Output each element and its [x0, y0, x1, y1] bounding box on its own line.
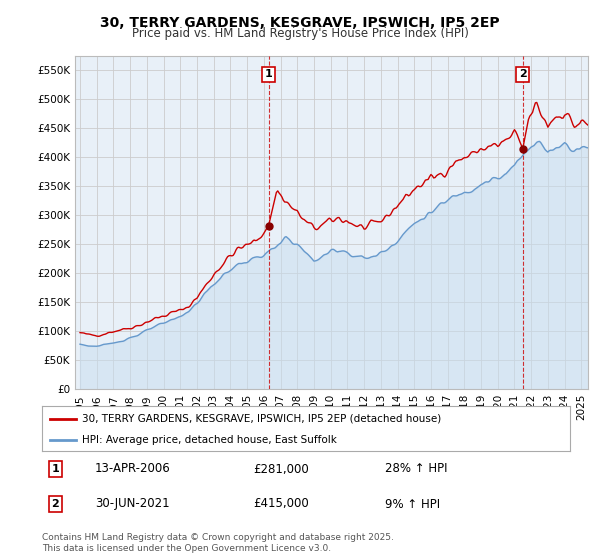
Text: 1: 1 [265, 69, 272, 80]
Text: £281,000: £281,000 [253, 463, 309, 475]
Text: Price paid vs. HM Land Registry's House Price Index (HPI): Price paid vs. HM Land Registry's House … [131, 27, 469, 40]
Text: 30, TERRY GARDENS, KESGRAVE, IPSWICH, IP5 2EP (detached house): 30, TERRY GARDENS, KESGRAVE, IPSWICH, IP… [82, 413, 441, 423]
Text: 30-JUN-2021: 30-JUN-2021 [95, 497, 169, 511]
Text: 2: 2 [52, 499, 59, 509]
Text: 1: 1 [52, 464, 59, 474]
Text: HPI: Average price, detached house, East Suffolk: HPI: Average price, detached house, East… [82, 435, 337, 445]
Text: 2: 2 [519, 69, 527, 80]
Text: 30, TERRY GARDENS, KESGRAVE, IPSWICH, IP5 2EP: 30, TERRY GARDENS, KESGRAVE, IPSWICH, IP… [100, 16, 500, 30]
Text: 9% ↑ HPI: 9% ↑ HPI [385, 497, 440, 511]
Text: 28% ↑ HPI: 28% ↑ HPI [385, 463, 448, 475]
Text: £415,000: £415,000 [253, 497, 309, 511]
Text: 13-APR-2006: 13-APR-2006 [95, 463, 170, 475]
Text: Contains HM Land Registry data © Crown copyright and database right 2025.
This d: Contains HM Land Registry data © Crown c… [42, 533, 394, 553]
